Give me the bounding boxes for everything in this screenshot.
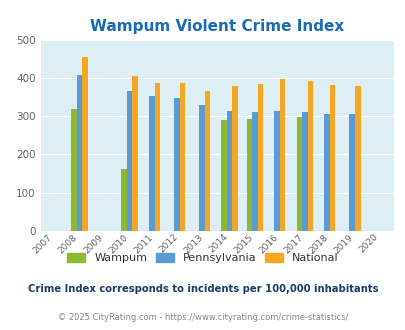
Bar bbox=[274, 111, 279, 231]
Bar bbox=[301, 112, 307, 231]
Text: © 2025 CityRating.com - https://www.cityrating.com/crime-statistics/: © 2025 CityRating.com - https://www.city… bbox=[58, 313, 347, 322]
Bar bbox=[307, 81, 312, 231]
Bar bbox=[204, 90, 210, 231]
Bar bbox=[199, 106, 204, 231]
Bar bbox=[246, 119, 252, 231]
Bar bbox=[257, 84, 262, 231]
Bar bbox=[296, 117, 301, 231]
Bar bbox=[252, 112, 257, 231]
Bar bbox=[71, 109, 77, 231]
Bar bbox=[174, 98, 179, 231]
Bar bbox=[324, 114, 329, 231]
Bar bbox=[232, 86, 237, 231]
Bar bbox=[349, 114, 354, 231]
Bar bbox=[132, 76, 137, 231]
Bar bbox=[179, 83, 185, 231]
Bar bbox=[82, 57, 87, 231]
Bar bbox=[221, 120, 226, 231]
Bar bbox=[126, 91, 132, 231]
Bar bbox=[77, 75, 82, 231]
Bar bbox=[121, 169, 126, 231]
Bar bbox=[226, 111, 232, 231]
Bar bbox=[149, 96, 154, 231]
Legend: Wampum, Pennsylvania, National: Wampum, Pennsylvania, National bbox=[63, 248, 342, 267]
Title: Wampum Violent Crime Index: Wampum Violent Crime Index bbox=[90, 19, 343, 34]
Bar bbox=[354, 86, 360, 231]
Text: Crime Index corresponds to incidents per 100,000 inhabitants: Crime Index corresponds to incidents per… bbox=[28, 284, 377, 294]
Bar bbox=[329, 85, 335, 231]
Bar bbox=[279, 79, 285, 231]
Bar bbox=[154, 83, 160, 231]
